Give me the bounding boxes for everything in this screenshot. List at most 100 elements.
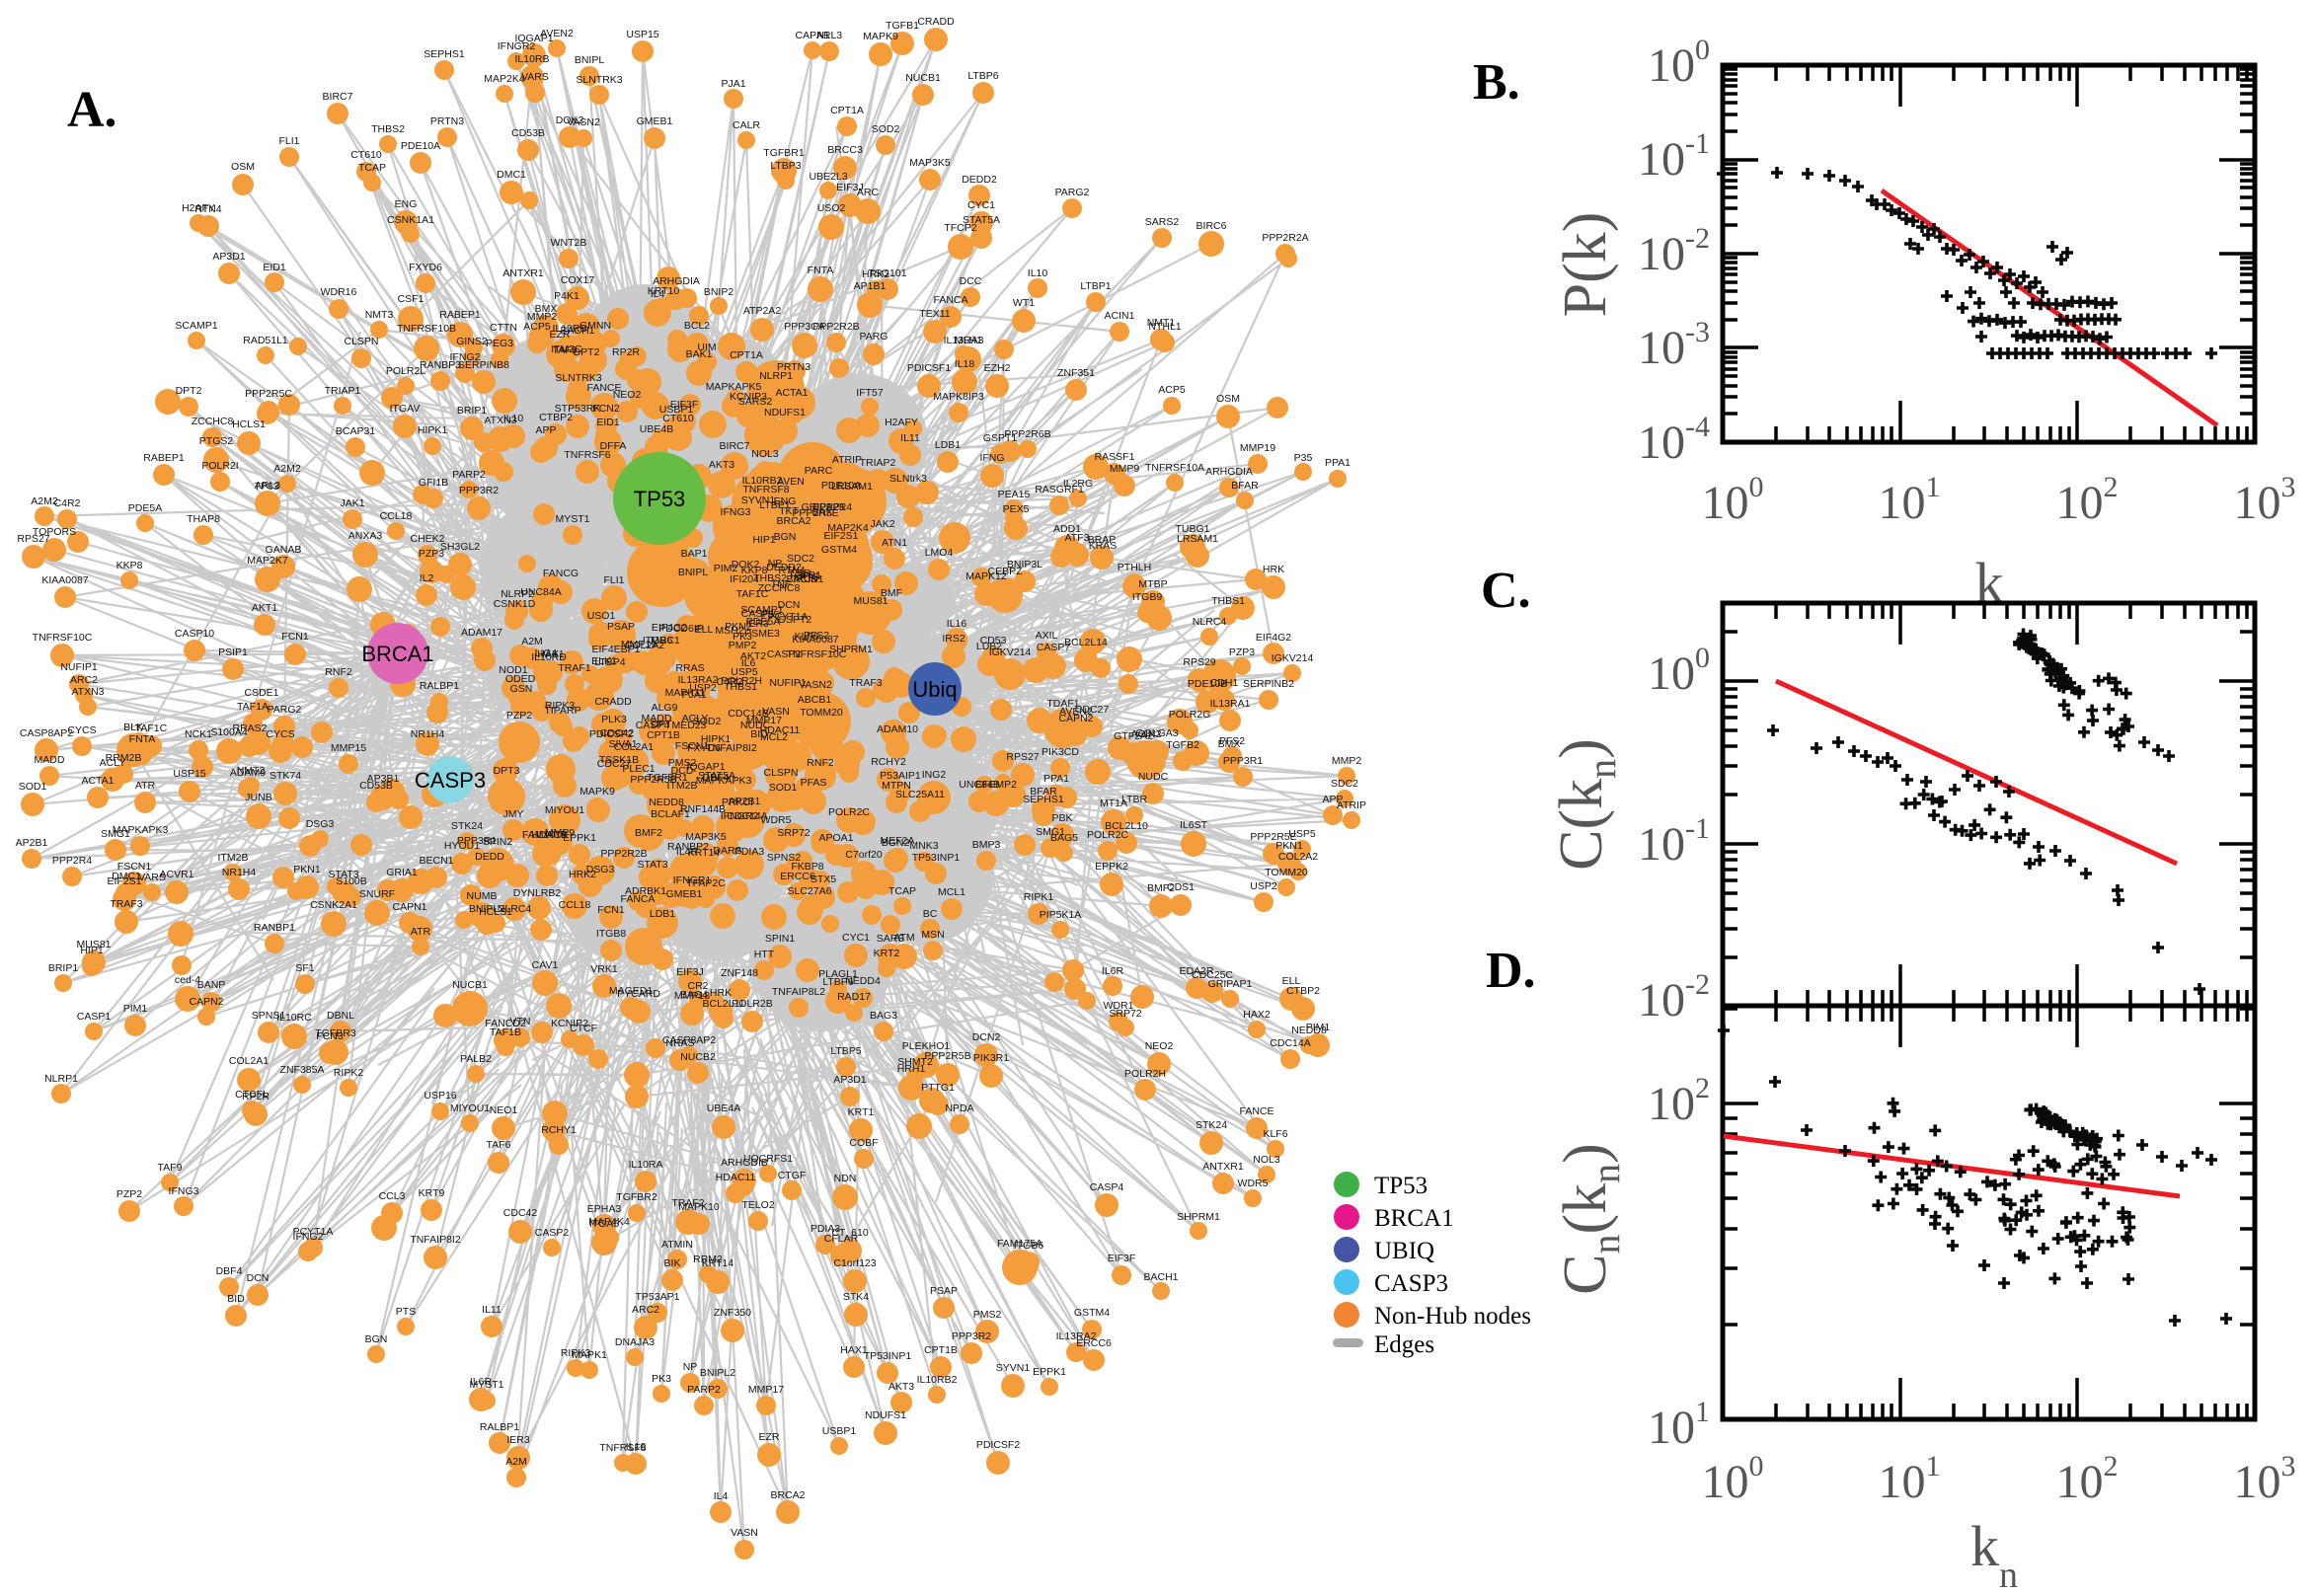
svg-text:TGFB1: TGFB1 (788, 570, 821, 581)
svg-text:CAPN1: CAPN1 (795, 30, 829, 41)
svg-text:CASP3: CASP3 (415, 768, 486, 793)
svg-text:UQCRFS1: UQCRFS1 (743, 1153, 793, 1165)
svg-text:TUBG1: TUBG1 (1175, 523, 1209, 535)
svg-text:HRK2: HRK2 (569, 869, 596, 880)
svg-text:PDICSF1: PDICSF1 (907, 362, 952, 374)
svg-text:STK4: STK4 (843, 1291, 869, 1303)
svg-text:RABEP1: RABEP1 (439, 309, 481, 321)
svg-text:C1orf123: C1orf123 (833, 1257, 876, 1269)
svg-text:EID1: EID1 (596, 417, 620, 428)
svg-text:MIYOU1: MIYOU1 (545, 804, 584, 816)
svg-text:C4R: C4R (790, 568, 811, 579)
svg-text:NP: NP (768, 558, 783, 570)
svg-text:IL10RD: IL10RD (531, 651, 567, 663)
svg-text:EIF3F: EIF3F (1108, 1253, 1136, 1264)
svg-text:STX5: STX5 (811, 874, 836, 885)
svg-text:POLR2C: POLR2C (1087, 829, 1128, 841)
svg-text:COL2A1: COL2A1 (614, 741, 654, 753)
svg-text:AKT3: AKT3 (888, 1381, 914, 1393)
svg-text:JAK1: JAK1 (340, 497, 364, 509)
svg-text:TEX11: TEX11 (919, 308, 950, 320)
svg-text:ING2: ING2 (922, 769, 947, 781)
svg-text:CDC25C: CDC25C (1192, 969, 1233, 981)
svg-text:IL4: IL4 (651, 288, 665, 300)
svg-text:CT610: CT610 (350, 149, 382, 161)
svg-text:SLNTRK3: SLNTRK3 (555, 372, 601, 384)
svg-text:RIPK2: RIPK2 (334, 1067, 364, 1079)
svg-text:IGKV214: IGKV214 (989, 646, 1032, 658)
svg-text:CTBP2: CTBP2 (539, 412, 573, 423)
svg-text:MUS81: MUS81 (76, 939, 111, 950)
svg-text:TFAP2C: TFAP2C (686, 877, 726, 889)
svg-text:BRCA2: BRCA2 (776, 515, 811, 527)
svg-text:PDE10B: PDE10B (1188, 678, 1227, 690)
svg-text:IL10RB: IL10RB (514, 53, 549, 65)
svg-text:IFNG3: IFNG3 (721, 506, 751, 518)
svg-text:VASN2: VASN2 (567, 116, 600, 128)
svg-text:GRIPAP1: GRIPAP1 (1208, 978, 1253, 990)
svg-text:BAK1: BAK1 (686, 348, 713, 360)
svg-text:PKN1: PKN1 (293, 864, 321, 875)
svg-text:P35: P35 (1294, 452, 1313, 464)
svg-text:IFT57: IFT57 (856, 387, 884, 399)
svg-text:GFI1B: GFI1B (419, 477, 448, 489)
svg-text:ZNF148: ZNF148 (721, 967, 758, 979)
svg-text:NLRP1: NLRP1 (44, 1073, 78, 1085)
svg-text:CD53B: CD53B (359, 780, 393, 792)
svg-text:ADRBK1: ADRBK1 (625, 885, 666, 897)
svg-text:TAF9: TAF9 (553, 344, 578, 356)
svg-text:BGN: BGN (365, 1333, 388, 1345)
svg-text:FANCA: FANCA (620, 893, 655, 905)
svg-text:IL10RC: IL10RC (276, 1012, 312, 1024)
svg-text:CR2: CR2 (687, 980, 708, 992)
svg-text:H2AFY: H2AFY (885, 417, 918, 428)
svg-text:UNC84B: UNC84B (959, 779, 999, 791)
svg-text:ced-4: ced-4 (175, 974, 200, 986)
svg-text:ATXN3: ATXN3 (484, 415, 516, 426)
svg-text:SOD1: SOD1 (769, 782, 798, 794)
svg-text:KLF6: KLF6 (1263, 1128, 1287, 1140)
svg-text:FAM175A: FAM175A (997, 1238, 1042, 1250)
svg-text:TSG101: TSG101 (868, 267, 906, 279)
svg-text:PPP3R1: PPP3R1 (1223, 755, 1263, 767)
svg-text:FANCG: FANCG (543, 568, 579, 579)
svg-text:KIAA0087: KIAA0087 (41, 574, 88, 586)
svg-text:GANAB: GANAB (266, 544, 302, 556)
svg-text:HRH1: HRH1 (897, 1063, 926, 1075)
svg-text:PIP5K1A: PIP5K1A (1040, 909, 1082, 921)
svg-text:PZP3: PZP3 (1229, 646, 1255, 658)
svg-text:CAV1: CAV1 (532, 959, 559, 971)
svg-text:LTBP5: LTBP5 (830, 1045, 861, 1057)
svg-text:MNK3: MNK3 (909, 840, 938, 852)
svg-text:THBS1: THBS1 (1211, 595, 1245, 607)
svg-text:STAT3: STAT3 (328, 869, 358, 880)
svg-text:PCYT1A: PCYT1A (768, 611, 809, 623)
svg-text:NDUFS1: NDUFS1 (865, 1409, 906, 1421)
svg-text:PALB2: PALB2 (460, 1053, 492, 1065)
svg-text:BAP1: BAP1 (681, 548, 708, 560)
svg-text:TGFBR3: TGFBR3 (315, 1027, 356, 1039)
svg-text:MADD: MADD (35, 754, 65, 766)
svg-text:MMP19: MMP19 (1240, 442, 1275, 454)
svg-text:NUCB2: NUCB2 (680, 1051, 716, 1063)
svg-text:IFNG2: IFNG2 (293, 1231, 324, 1243)
svg-text:EIF2S1: EIF2S1 (107, 875, 141, 887)
svg-text:BCL2L14: BCL2L14 (1064, 637, 1108, 648)
svg-text:POLR2I: POLR2I (201, 460, 238, 472)
svg-text:RRM2B: RRM2B (106, 752, 142, 764)
svg-text:NR1H4: NR1H4 (411, 728, 445, 740)
svg-text:MAPK11: MAPK11 (665, 687, 706, 699)
svg-text:ABCB1: ABCB1 (798, 694, 832, 706)
svg-text:MMP18: MMP18 (674, 990, 710, 1002)
svg-text:SDC2: SDC2 (787, 553, 814, 565)
svg-text:IL10RB2: IL10RB2 (742, 475, 783, 487)
svg-text:IFNG: IFNG (979, 452, 1004, 464)
svg-text:ADAM10: ADAM10 (877, 723, 918, 735)
svg-text:TIPARP: TIPARP (544, 705, 580, 717)
svg-text:MMP15: MMP15 (331, 742, 366, 754)
svg-text:HYOU1: HYOU1 (444, 840, 480, 852)
svg-text:PDE10A: PDE10A (401, 140, 440, 152)
svg-text:ACP5: ACP5 (523, 321, 551, 333)
svg-text:CT_610: CT_610 (831, 1227, 869, 1239)
svg-text:APP: APP (535, 424, 556, 436)
